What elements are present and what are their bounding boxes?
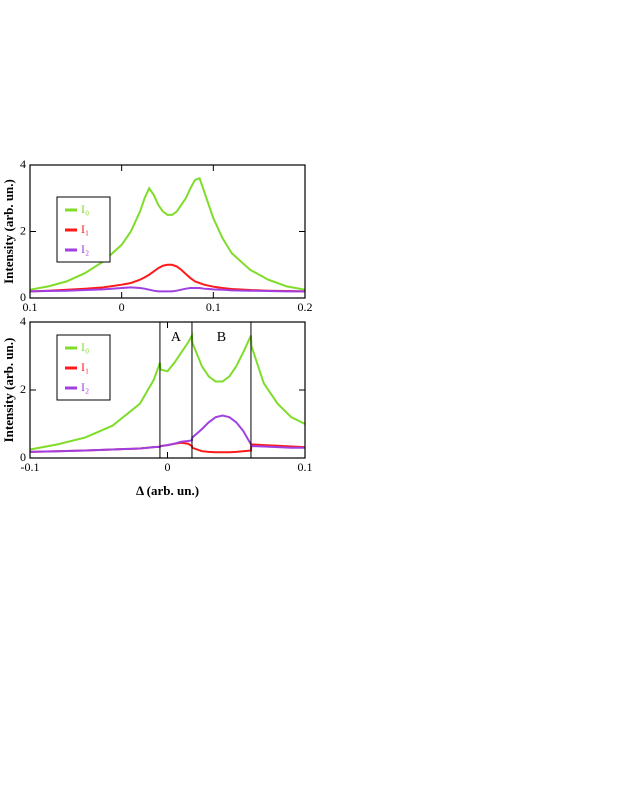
y-tick-label: 0 [20,450,26,464]
plot-frame [29,321,306,459]
x-tick-label: 0.1 [206,300,221,314]
legend-label: I₁ [81,360,89,374]
series-line [29,177,306,291]
x-tick-label: 0.1 [298,460,313,474]
legend-label: I₂ [81,380,89,394]
y-axis-label: Intensity (arb. un.) [1,179,16,284]
region-label: A [171,330,182,345]
legend-label: I₀ [81,340,89,354]
plot-frame [29,164,306,299]
series-line [29,263,306,293]
legend-label: I₀ [81,202,89,216]
y-tick-label: 0 [20,290,26,304]
region-label: B [217,330,226,345]
y-tick-label: 2 [20,382,26,396]
y-tick-label: 4 [20,314,26,328]
series-line [29,286,305,293]
legend-label: I₁ [81,222,89,236]
x-axis-label: Δ (arb. un.) [136,483,199,498]
x-tick-label: 0.2 [298,300,313,314]
y-tick-label: 4 [20,157,26,171]
y-tick-label: 2 [20,223,26,237]
y-axis-label: Intensity (arb. un.) [1,338,16,443]
x-tick-label: 0 [165,460,171,474]
legend-label: I₂ [81,242,89,256]
series-line [29,414,305,453]
x-tick-label: -0.1 [21,460,40,474]
x-tick-label: 0 [119,300,125,314]
x-tick-label: 0.1 [23,300,38,314]
